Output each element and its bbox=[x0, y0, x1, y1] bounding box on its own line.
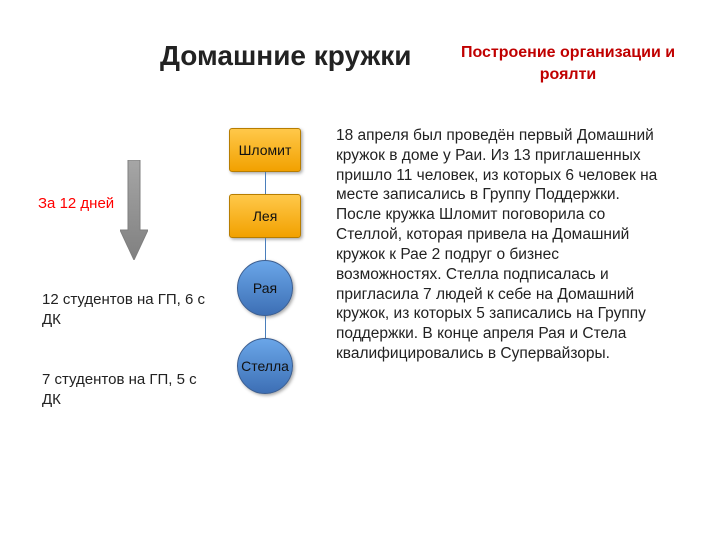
arrow-label: За 12 дней bbox=[38, 195, 114, 212]
chain-node: Стелла bbox=[237, 338, 293, 394]
page-subtitle: Построение организации и роялти bbox=[458, 42, 678, 85]
stat-line-1: 12 студентов на ГП, 6 с ДК bbox=[42, 290, 212, 329]
page-title: Домашние кружки bbox=[160, 40, 412, 72]
arrow-down-icon bbox=[120, 160, 148, 260]
chain-node: Шломит bbox=[229, 128, 301, 172]
chain-edge bbox=[265, 238, 266, 260]
chain-node: Лея bbox=[229, 194, 301, 238]
body-paragraph: 18 апреля был проведён первый Домашний к… bbox=[336, 126, 666, 364]
chain-node: Рая bbox=[237, 260, 293, 316]
stat-line-2: 7 студентов на ГП, 5 с ДК bbox=[42, 370, 212, 409]
chain-edge bbox=[265, 316, 266, 338]
org-chain: Шломит Лея Рая Стелла bbox=[225, 128, 305, 438]
chain-edge bbox=[265, 172, 266, 194]
